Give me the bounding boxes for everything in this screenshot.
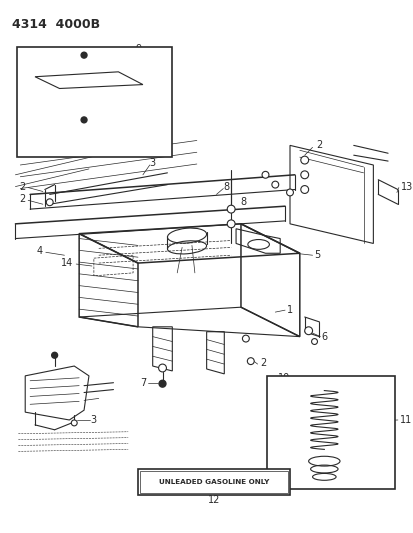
Text: 3: 3 <box>90 415 97 425</box>
Text: 2: 2 <box>260 358 266 368</box>
Circle shape <box>81 52 87 58</box>
Circle shape <box>158 364 166 372</box>
Text: 2: 2 <box>19 195 25 204</box>
Circle shape <box>46 199 53 206</box>
Circle shape <box>261 172 268 178</box>
Text: 8: 8 <box>240 197 247 207</box>
Circle shape <box>286 189 293 196</box>
Text: 2: 2 <box>19 182 25 191</box>
Text: 14: 14 <box>61 258 74 268</box>
Text: 9: 9 <box>135 44 141 54</box>
Text: UNLEADED GASOLINE ONLY: UNLEADED GASOLINE ONLY <box>159 479 268 485</box>
Circle shape <box>52 352 57 358</box>
Bar <box>17 47 172 157</box>
Circle shape <box>304 327 312 335</box>
Circle shape <box>227 205 235 213</box>
Circle shape <box>300 171 308 179</box>
Text: 7: 7 <box>140 378 146 387</box>
Bar <box>140 471 287 492</box>
Circle shape <box>242 335 249 342</box>
Text: 4: 4 <box>37 246 43 256</box>
Circle shape <box>311 338 317 344</box>
Circle shape <box>300 156 308 164</box>
Bar <box>138 469 289 495</box>
Circle shape <box>81 117 87 123</box>
Text: 1: 1 <box>286 305 292 315</box>
Text: 12: 12 <box>208 495 220 505</box>
Text: 6: 6 <box>320 332 327 342</box>
Text: 8: 8 <box>223 182 229 191</box>
Circle shape <box>71 420 77 426</box>
Circle shape <box>227 220 235 228</box>
Text: 13: 13 <box>400 182 412 191</box>
Circle shape <box>247 358 254 365</box>
Circle shape <box>159 380 166 387</box>
Text: 5: 5 <box>314 250 320 260</box>
Text: 3: 3 <box>149 158 155 168</box>
Bar <box>267 376 394 489</box>
Text: 10: 10 <box>277 373 289 383</box>
Circle shape <box>300 185 308 193</box>
Text: 2: 2 <box>316 140 322 150</box>
Text: 11: 11 <box>399 415 411 425</box>
Circle shape <box>271 181 278 188</box>
Text: 4314  4000B: 4314 4000B <box>12 18 100 31</box>
